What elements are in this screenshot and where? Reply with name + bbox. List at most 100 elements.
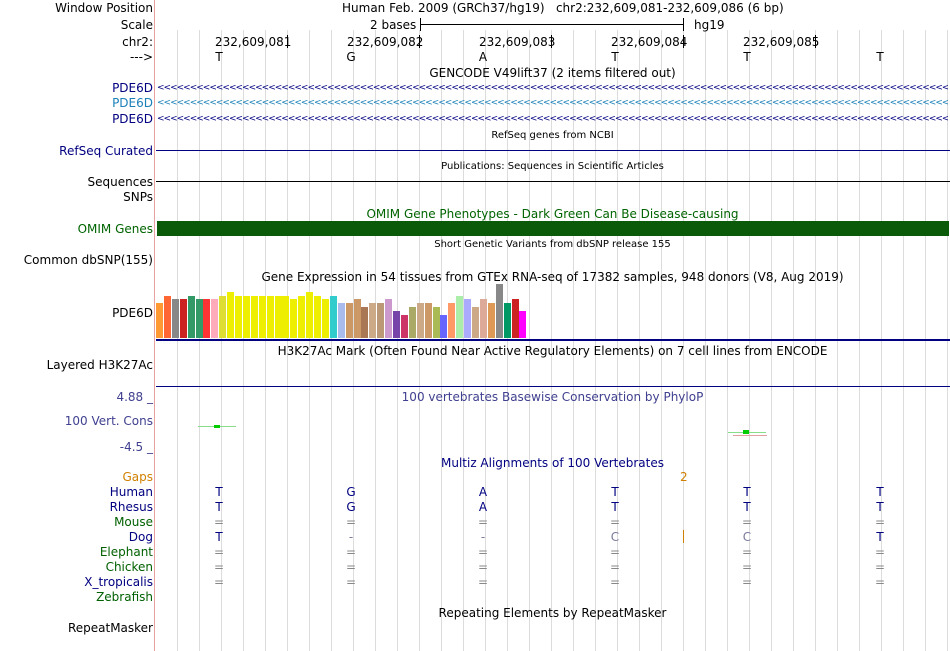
omim-label[interactable]: OMIM Genes [77,222,153,236]
repeatmasker-label[interactable]: RepeatMasker [67,621,153,635]
reference-base: A [478,50,488,64]
gtex-tissue-bar[interactable] [187,296,195,338]
gtex-tissue-bar[interactable] [456,296,464,338]
multiz-track-title[interactable]: Multiz Alignments of 100 Vertebrates [440,456,665,470]
gtex-tissue-bar[interactable] [337,303,345,338]
dbsnp-label[interactable]: Common dbSNP(155) [23,253,153,267]
coordinate-tick [419,35,420,48]
gtex-tissue-bar[interactable] [408,307,416,338]
gtex-tissue-bar[interactable] [479,299,487,338]
gencode-track-title[interactable]: GENCODE V49lift37 (2 items filtered out) [429,66,676,80]
refseq-feature[interactable] [156,150,950,151]
refseq-label[interactable]: RefSeq Curated [59,144,153,158]
gencode-row-label[interactable]: PDE6D [112,81,153,95]
aligned-base: = [213,515,225,529]
gtex-tissue-bar[interactable] [306,292,314,338]
gtex-tissue-bar[interactable] [416,303,424,338]
gtex-tissue-bar[interactable] [511,299,519,338]
gtex-tissue-bar[interactable] [353,299,361,338]
phylop-label[interactable]: 100 Vert. Cons [64,414,153,428]
gtex-track-title[interactable]: Gene Expression in 54 tissues from GTEx … [261,270,844,284]
aligned-base: A [478,500,488,514]
coordinate-tick [551,35,552,48]
gtex-tissue-bar[interactable] [385,299,393,338]
omim-feature[interactable] [157,221,949,236]
gtex-tissue-bar[interactable] [495,284,503,338]
gtex-tissue-bar[interactable] [321,299,329,338]
gencode-row-label[interactable]: PDE6D [112,112,153,126]
gtex-tissue-bar[interactable] [203,299,211,338]
gtex-tissue-bar[interactable] [163,296,171,338]
gtex-tissue-bar[interactable] [345,303,353,338]
aligned-base: = [874,575,886,589]
gtex-tissue-bar[interactable] [211,299,219,338]
gtex-tissue-bar[interactable] [472,307,479,338]
snps-label[interactable]: SNPs [123,190,153,204]
gtex-tissue-bar[interactable] [258,296,266,338]
phylop-track-title[interactable]: 100 vertebrates Basewise Conservation by… [401,390,704,404]
aligned-base: = [345,560,357,574]
gtex-tissue-bar[interactable] [369,303,377,338]
dbsnp-track-title[interactable]: Short Genetic Variants from dbSNP releas… [434,239,671,250]
gtex-tissue-bar[interactable] [440,315,448,338]
dog-insertion-mark [683,530,684,543]
h3k27ac-label[interactable]: Layered H3K27Ac [46,358,153,372]
refseq-track-title[interactable]: RefSeq genes from NCBI [491,130,614,141]
gtex-tissue-bar[interactable] [464,299,472,338]
species-label[interactable]: Elephant [99,545,153,559]
gtex-tissue-bar[interactable] [361,307,369,338]
gtex-tissue-bar[interactable] [290,299,298,338]
gtex-tissue-bar[interactable] [448,303,456,338]
gtex-tissue-bar[interactable] [298,296,306,338]
species-label[interactable]: X_tropicalis [84,575,153,589]
gtex-tissue-bar[interactable] [503,303,511,338]
gencode-row-label[interactable]: PDE6D [112,96,153,110]
gtex-tissue-bar[interactable] [219,296,227,338]
gtex-tissue-bar[interactable] [274,296,282,338]
species-label[interactable]: Mouse [114,515,153,529]
scale-assembly: hg19 [694,18,725,32]
coordinate-label: 232,609,081 [215,35,292,49]
aligned-base: G [346,485,356,499]
gtex-label[interactable]: PDE6D [112,306,153,320]
aligned-base: = [609,560,621,574]
gencode-transcript-3[interactable]: <<<<<<<<<<<<<<<<<<<<<<<<<<<<<<<<<<<<<<<<… [157,114,948,124]
gtex-tissue-bar[interactable] [156,303,163,338]
gencode-transcript-2[interactable]: <<<<<<<<<<<<<<<<<<<<<<<<<<<<<<<<<<<<<<<<… [157,98,948,108]
repeatmasker-track-title[interactable]: Repeating Elements by RepeatMasker [438,606,667,620]
species-label[interactable]: Dog [128,530,153,544]
gtex-tissue-bar[interactable] [487,303,495,338]
gencode-transcript-1[interactable]: <<<<<<<<<<<<<<<<<<<<<<<<<<<<<<<<<<<<<<<<… [157,83,948,93]
gtex-tissue-bar[interactable] [266,296,274,338]
gtex-tissue-bar[interactable] [393,311,400,338]
aligned-base: = [477,575,489,589]
gtex-tissue-bar[interactable] [519,311,527,338]
gtex-tissue-bar[interactable] [314,296,321,338]
species-label[interactable]: Chicken [105,560,153,574]
h3k27ac-track-title[interactable]: H3K27Ac Mark (Often Found Near Active Re… [277,344,828,358]
species-label[interactable]: Rhesus [109,500,153,514]
gtex-tissue-bar[interactable] [424,303,432,338]
omim-track-title[interactable]: OMIM Gene Phenotypes - Dark Green Can Be… [366,207,739,221]
gtex-bar-chart[interactable] [156,283,556,338]
publications-feature[interactable] [156,181,950,182]
gtex-tissue-bar[interactable] [171,299,179,338]
coordinate-label: 232,609,085 [743,35,820,49]
gtex-tissue-bar[interactable] [432,307,440,338]
gtex-tissue-bar[interactable] [179,299,187,338]
sequences-label[interactable]: Sequences [87,175,153,189]
gtex-tissue-bar[interactable] [329,296,337,338]
gtex-tissue-bar[interactable] [195,299,203,338]
gtex-tissue-bar[interactable] [227,292,235,338]
gtex-tissue-bar[interactable] [377,303,385,338]
species-label[interactable]: Human [109,485,153,499]
gtex-tissue-bar[interactable] [400,315,408,338]
gtex-tissue-bar[interactable] [282,296,290,338]
gtex-tissue-bar[interactable] [242,296,250,338]
publications-track-title[interactable]: Publications: Sequences in Scientific Ar… [441,161,664,172]
gaps-label[interactable]: Gaps [122,470,153,484]
reference-base: T [611,50,619,64]
gtex-tissue-bar[interactable] [250,296,258,338]
species-label[interactable]: Zebrafish [96,590,153,604]
gtex-tissue-bar[interactable] [235,296,242,338]
